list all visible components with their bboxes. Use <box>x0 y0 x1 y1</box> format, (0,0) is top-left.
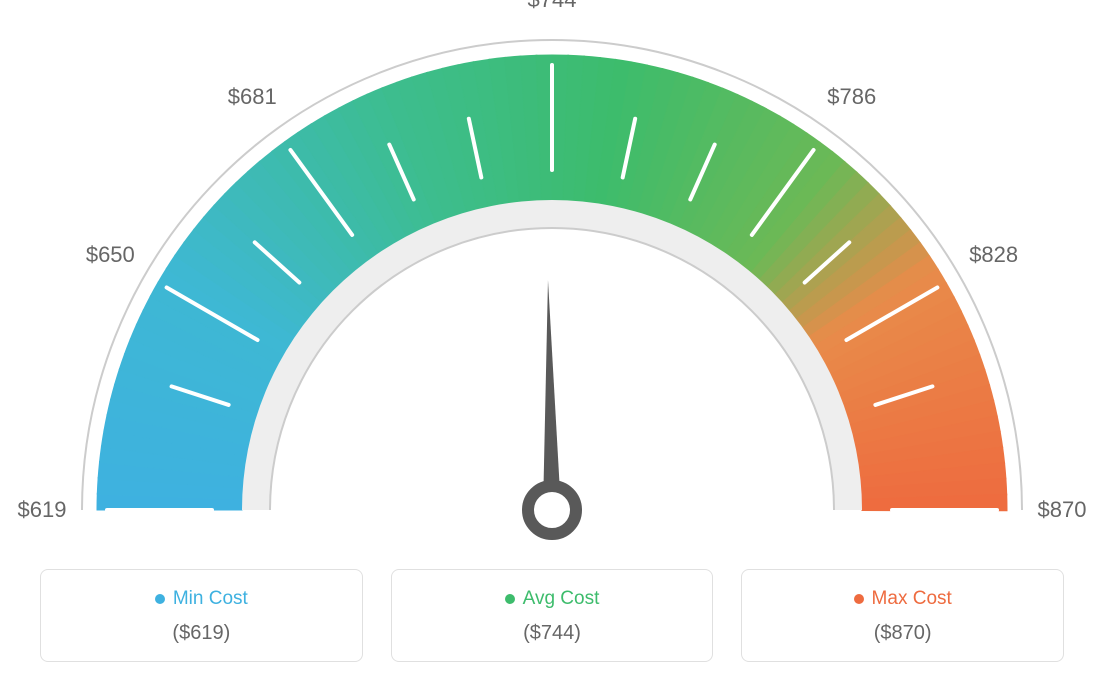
tick-label: $828 <box>969 242 1018 268</box>
gauge-svg <box>0 0 1104 570</box>
legend-label-avg: Avg Cost <box>523 588 600 610</box>
cost-gauge-chart: $619 $650 $681 $744 $786 $828 $870 Min Cost ($… <box>0 0 1104 690</box>
legend-label-min: Min Cost <box>173 588 248 610</box>
legend-title-min: Min Cost <box>155 588 248 610</box>
legend-card-avg: Avg Cost ($744) <box>391 569 714 662</box>
tick-label: $650 <box>86 242 135 268</box>
legend-title-max: Max Cost <box>854 588 952 610</box>
legend-dot-min <box>155 594 165 604</box>
tick-label: $619 <box>18 497 67 523</box>
legend-dot-max <box>854 594 864 604</box>
gauge-area: $619 $650 $681 $744 $786 $828 $870 <box>0 0 1104 570</box>
legend-card-max: Max Cost ($870) <box>741 569 1064 662</box>
legend-title-avg: Avg Cost <box>505 588 600 610</box>
legend-value-min: ($619) <box>51 622 352 645</box>
legend-value-max: ($870) <box>752 622 1053 645</box>
legend-row: Min Cost ($619) Avg Cost ($744) Max Cost… <box>40 569 1064 662</box>
tick-label: $744 <box>528 0 577 13</box>
legend-card-min: Min Cost ($619) <box>40 569 363 662</box>
legend-dot-avg <box>505 594 515 604</box>
legend-label-max: Max Cost <box>872 588 952 610</box>
tick-label: $786 <box>827 84 876 110</box>
tick-label: $681 <box>228 84 277 110</box>
legend-value-avg: ($744) <box>402 622 703 645</box>
tick-label: $870 <box>1038 497 1087 523</box>
